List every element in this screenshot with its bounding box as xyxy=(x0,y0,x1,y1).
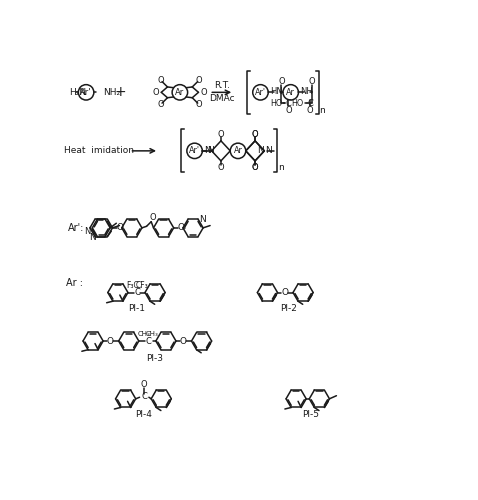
Text: O: O xyxy=(141,380,148,390)
Text: PI-5: PI-5 xyxy=(303,410,319,420)
Text: O: O xyxy=(308,77,315,86)
Text: H₂N: H₂N xyxy=(69,88,86,97)
Text: N: N xyxy=(265,146,272,156)
Text: O: O xyxy=(252,162,259,172)
Text: Heat  imidation: Heat imidation xyxy=(64,146,134,156)
Text: O: O xyxy=(196,100,203,109)
Text: O: O xyxy=(278,77,285,86)
Text: O: O xyxy=(107,336,114,345)
Text: C: C xyxy=(134,288,140,297)
Text: Ar':: Ar': xyxy=(67,223,84,233)
Text: O: O xyxy=(179,336,186,345)
Text: PI-3: PI-3 xyxy=(146,354,163,364)
Text: O: O xyxy=(252,130,259,139)
Text: O: O xyxy=(157,100,164,109)
Text: O: O xyxy=(157,76,164,84)
Text: O: O xyxy=(150,214,156,222)
Text: O: O xyxy=(252,130,259,139)
Text: O: O xyxy=(285,106,292,114)
Text: O: O xyxy=(217,130,224,139)
Text: PI-2: PI-2 xyxy=(280,304,297,313)
Text: N: N xyxy=(205,146,211,156)
Text: HN: HN xyxy=(271,87,283,96)
Text: Ar': Ar' xyxy=(255,88,266,97)
Text: O: O xyxy=(281,288,288,297)
Text: N: N xyxy=(206,146,214,156)
Text: N: N xyxy=(85,227,91,236)
Text: Ar': Ar' xyxy=(80,88,92,97)
Text: PI-4: PI-4 xyxy=(135,410,152,420)
Text: NH: NH xyxy=(301,87,314,96)
Text: Ar': Ar' xyxy=(189,146,200,156)
Text: N: N xyxy=(257,146,264,156)
Text: Ar: Ar xyxy=(234,146,242,156)
Text: CH₃: CH₃ xyxy=(138,331,151,337)
Text: O: O xyxy=(307,106,314,114)
Text: O: O xyxy=(117,224,124,232)
Text: Ar :: Ar : xyxy=(66,278,83,288)
Text: +: + xyxy=(114,86,126,100)
Text: O: O xyxy=(178,224,185,232)
Text: C: C xyxy=(141,392,147,401)
Text: n: n xyxy=(320,106,326,116)
Text: CH₃: CH₃ xyxy=(146,331,158,337)
Text: O: O xyxy=(201,88,207,97)
Text: Ar: Ar xyxy=(286,88,295,97)
Text: O: O xyxy=(196,76,203,84)
Text: N: N xyxy=(199,216,206,224)
Text: N: N xyxy=(89,233,96,242)
Text: O: O xyxy=(152,88,159,97)
Text: Ar: Ar xyxy=(175,88,185,97)
Text: C: C xyxy=(285,98,291,108)
Text: DMAc: DMAc xyxy=(209,94,235,103)
Text: PI-1: PI-1 xyxy=(128,304,145,313)
Text: C: C xyxy=(307,98,313,108)
Text: R.T.: R.T. xyxy=(214,81,229,90)
Text: C: C xyxy=(146,336,152,345)
Text: n: n xyxy=(278,164,283,172)
Text: NH₂: NH₂ xyxy=(103,88,120,97)
Text: O: O xyxy=(217,162,224,172)
Text: HO: HO xyxy=(270,98,282,108)
Text: F₃C: F₃C xyxy=(126,281,139,290)
Text: HO: HO xyxy=(292,98,304,108)
Text: CF₃: CF₃ xyxy=(136,281,148,290)
Text: O: O xyxy=(252,162,259,172)
